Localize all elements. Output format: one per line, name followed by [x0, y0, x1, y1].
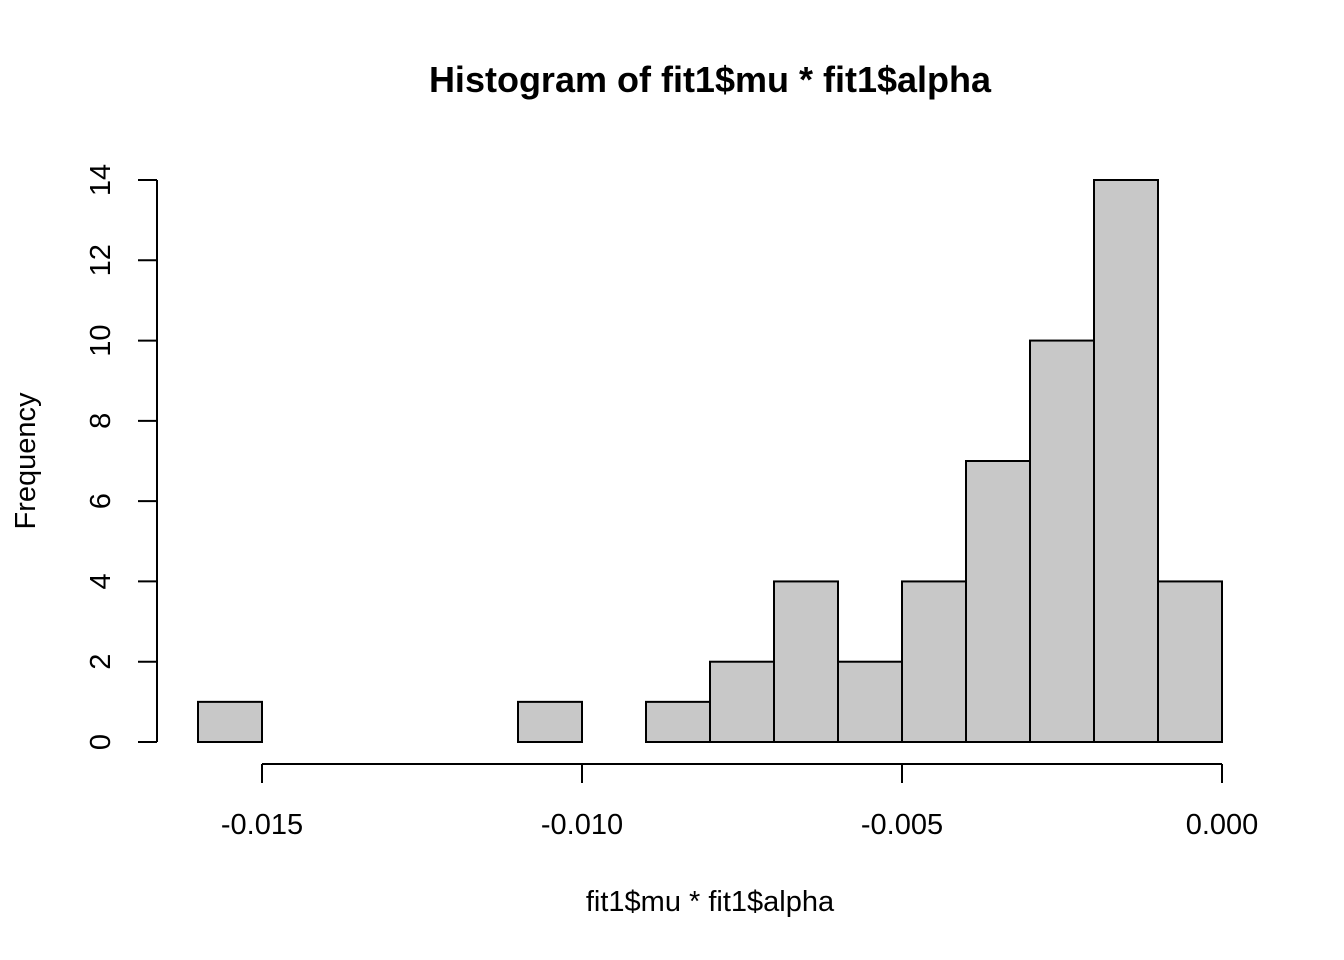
histogram-bar [197, 700, 263, 743]
histogram-bar [965, 460, 1031, 743]
y-tick-label: 14 [85, 164, 117, 196]
y-axis: 0 2 4 6 8 10 12 14 [85, 164, 158, 750]
histogram-bar [709, 660, 775, 744]
x-tick-label: 0.000 [1186, 809, 1259, 841]
y-tick-label: 8 [85, 413, 117, 429]
x-tick-label: -0.015 [221, 809, 303, 841]
y-tick-label: 10 [85, 324, 117, 356]
y-tick-label: 4 [85, 573, 117, 589]
histogram-bar [517, 700, 583, 743]
histogram-bar [645, 700, 711, 743]
y-tick-label: 12 [85, 244, 117, 276]
y-tick-label: 6 [85, 493, 117, 509]
histogram-bar [1093, 179, 1159, 743]
chart-title: Histogram of fit1$mu * fit1$alpha [429, 59, 992, 100]
x-axis-label: fit1$mu * fit1$alpha [586, 886, 835, 918]
histogram-bar [837, 660, 903, 744]
bars-group [197, 179, 1223, 744]
histogram-bar [1029, 339, 1095, 743]
y-axis-label: Frequency [10, 392, 42, 530]
x-tick-label: -0.010 [541, 809, 623, 841]
histogram-bar [1157, 580, 1223, 744]
x-axis: -0.015 -0.010 -0.005 0.000 [221, 763, 1259, 841]
y-tick-label: 0 [85, 734, 117, 750]
x-tick-label: -0.005 [861, 809, 943, 841]
y-tick-label: 2 [85, 654, 117, 670]
histogram-bar [901, 580, 967, 744]
histogram-bar [773, 580, 839, 744]
